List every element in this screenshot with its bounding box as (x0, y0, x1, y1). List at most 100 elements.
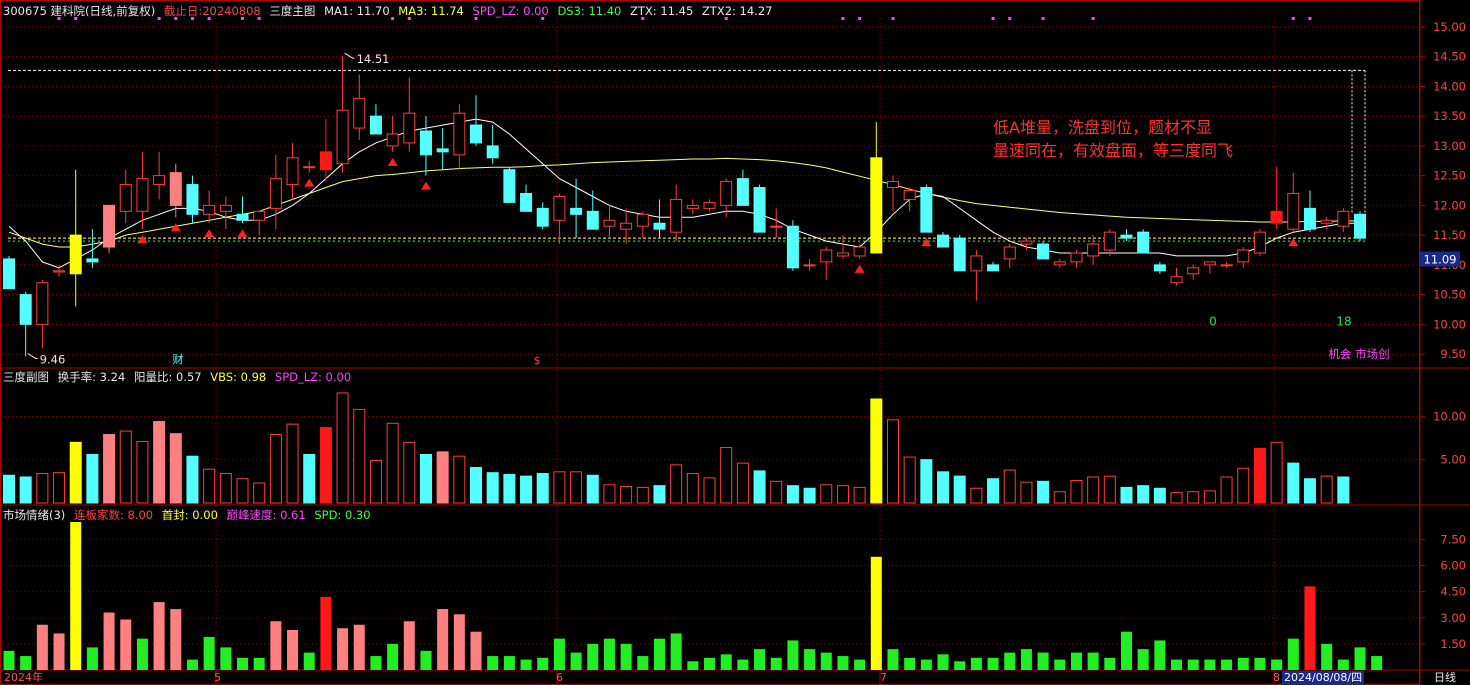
candle (419, 116, 432, 176)
sentiment-bar (520, 659, 532, 670)
sentiment-bar (453, 614, 465, 670)
yang-ratio-value: 阳量比: 0.57 (133, 370, 202, 384)
volume-bar (720, 447, 733, 504)
price-tick-label: 14.50 (1433, 50, 1466, 64)
candle-body (920, 187, 933, 233)
candle-body (1203, 261, 1216, 266)
candle (1203, 261, 1216, 274)
candle (720, 178, 733, 218)
candle-body (1220, 264, 1233, 267)
candle-body (1270, 210, 1283, 224)
sentiment-bar (787, 640, 799, 670)
volume-bar (903, 456, 916, 504)
sentiment-bar (937, 654, 949, 670)
candle-body (953, 237, 966, 272)
signal-triangle (204, 229, 215, 238)
sentiment-bar (804, 649, 816, 670)
candle (870, 122, 883, 254)
sentiment-bar (36, 624, 48, 670)
sentiment-bar (820, 652, 832, 670)
main-indicator-name[interactable]: 三度主图 (269, 4, 316, 18)
volume-bar (620, 486, 633, 504)
candle (903, 187, 916, 212)
sentiment-bar (1004, 652, 1016, 670)
volume-bar (169, 433, 182, 504)
sentiment-bar (720, 654, 732, 670)
candle (303, 160, 316, 173)
candle-body (86, 258, 99, 263)
candle (987, 261, 1000, 272)
spd-lz-value: SPD_LZ: 0.00 (472, 4, 549, 18)
candle (119, 169, 132, 224)
candle (1320, 217, 1333, 230)
sentiment-bar (954, 661, 966, 670)
sentiment-bar (1104, 657, 1116, 670)
sentiment-bar (270, 621, 282, 670)
candle-body (820, 249, 833, 263)
candle-body (486, 145, 499, 159)
candle-body (503, 169, 516, 203)
candle-body (136, 178, 149, 212)
volume-bar (453, 455, 466, 504)
low-marker (27, 353, 38, 359)
candle (703, 199, 716, 212)
top-signal-dot (257, 17, 261, 20)
candle (970, 250, 983, 301)
count-18: 18 (1336, 314, 1351, 328)
x-label-aug: 8 (1273, 671, 1280, 684)
sentiment-bar (904, 657, 916, 670)
candle-body (753, 187, 766, 233)
candle-body (1037, 243, 1050, 260)
candle-body (603, 219, 616, 227)
price-tick-label: 14.00 (1433, 79, 1466, 93)
top-signal-dot (1041, 17, 1045, 20)
volume-bar (770, 480, 783, 504)
candle (269, 154, 282, 230)
candle-body (536, 207, 549, 227)
candle (1337, 208, 1350, 233)
sentiment-bar (470, 631, 482, 670)
volume-bar (953, 475, 966, 504)
sentiment-bar (1221, 659, 1233, 670)
sub2-indicator-name[interactable]: 市场情绪(3) (3, 508, 66, 522)
candle-body (403, 112, 416, 144)
top-signal-dot (391, 17, 395, 20)
candle-body (286, 157, 299, 186)
candle-body (520, 192, 533, 212)
volume-bar (1003, 469, 1016, 504)
period-label[interactable]: 日线 (1434, 671, 1456, 684)
top-signal-dot (841, 17, 845, 20)
candle-body (119, 184, 132, 212)
top-signal-dot (174, 17, 178, 20)
sentiment-bar (570, 652, 582, 670)
sentiment-bar (320, 596, 332, 670)
volume-bar (353, 408, 366, 504)
volume-bar (1303, 478, 1316, 504)
sub1-indicator-name[interactable]: 三度副图 (3, 370, 49, 384)
candle-body (53, 270, 66, 273)
volume-panel-header: 三度副图 换手率: 3.24 阳量比: 0.57 VBS: 0.98 SPD_L… (3, 369, 356, 385)
candle (2, 255, 16, 290)
sentiment-bar (1321, 643, 1333, 670)
low-label: 9.46 (40, 352, 66, 366)
candle (369, 104, 382, 135)
price-tick-label: 13.00 (1433, 139, 1466, 153)
high-marker (344, 52, 355, 59)
high-label: 14.51 (357, 52, 390, 66)
sentiment-bar (503, 656, 515, 670)
volume-bar (369, 460, 382, 504)
volume-bar (836, 485, 849, 504)
sentiment-bar (637, 656, 649, 670)
sentiment-bar (1020, 649, 1032, 670)
volume-bar (286, 423, 299, 504)
volume-bar (403, 441, 416, 504)
candle-body (803, 264, 816, 267)
volume-bar (336, 392, 349, 504)
price-tick-label: 12.50 (1433, 169, 1466, 183)
sentiment-bar (303, 652, 315, 670)
candle-body (319, 151, 332, 171)
sentiment-bar (1037, 652, 1049, 670)
candle-body (1103, 231, 1116, 251)
candle-body (2, 258, 16, 290)
